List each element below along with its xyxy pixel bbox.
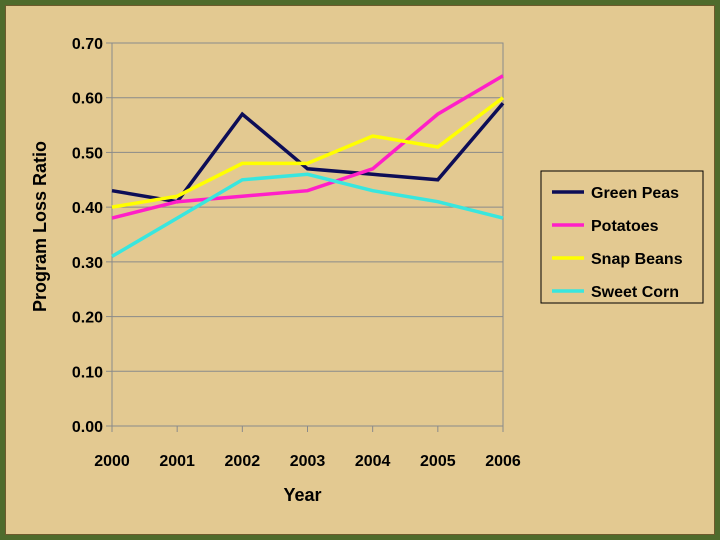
y-tick-label: 0.00 xyxy=(72,419,103,436)
x-axis-title: Year xyxy=(283,485,321,505)
x-tick-label: 2004 xyxy=(355,453,391,470)
x-tick-label: 2006 xyxy=(485,453,521,470)
plot-area xyxy=(111,42,504,427)
line-chart: 0.000.100.200.300.400.500.600.70 2000 200… xyxy=(30,36,704,505)
y-axis-title: Program Loss Ratio xyxy=(30,141,50,312)
slide-background: 0.00 0.10 0.20 0.30 0.40 0.50 0.60 0.70 2000 200… xyxy=(5,5,715,535)
legend-label-snap-beans: Snap Beans xyxy=(591,251,683,268)
y-tick-label: 0.30 xyxy=(72,255,103,272)
grid-lines xyxy=(112,42,503,427)
legend-box xyxy=(540,170,704,304)
y-tick-label: 0.20 xyxy=(72,310,103,327)
x-tick-label: 2002 xyxy=(225,453,261,470)
y-tick-label: 0.70 xyxy=(72,36,103,53)
series-lines xyxy=(111,74,505,258)
series-line-potatoes xyxy=(111,74,504,220)
x-tick-label: 2000 xyxy=(94,453,130,470)
series-line-snap-beans xyxy=(111,96,505,209)
y-tick-label: 0.40 xyxy=(72,200,103,217)
legend: Green Peas Potatoes Snap Beans Sweet Corn xyxy=(540,170,704,304)
x-axis-ticks: 2000 2001 2002 2003 2004 2005 2006 xyxy=(94,426,521,470)
x-tick-label: 2003 xyxy=(290,453,326,470)
legend-label-sweet-corn: Sweet Corn xyxy=(591,284,679,301)
legend-label-potatoes: Potatoes xyxy=(591,218,659,235)
x-tick-label: 2001 xyxy=(159,453,195,470)
x-tick-label: 2005 xyxy=(420,453,456,470)
y-tick-label: 0.60 xyxy=(72,91,103,108)
y-tick-label: 0.50 xyxy=(72,145,103,162)
y-tick-label: 0.10 xyxy=(72,364,103,381)
legend-label-green-peas: Green Peas xyxy=(591,185,679,202)
series-line-sweet-corn xyxy=(111,172,504,258)
y-axis-ticks: 0.00 0.10 0.20 0.30 0.40 0.50 0.60 0.70 xyxy=(72,36,112,436)
